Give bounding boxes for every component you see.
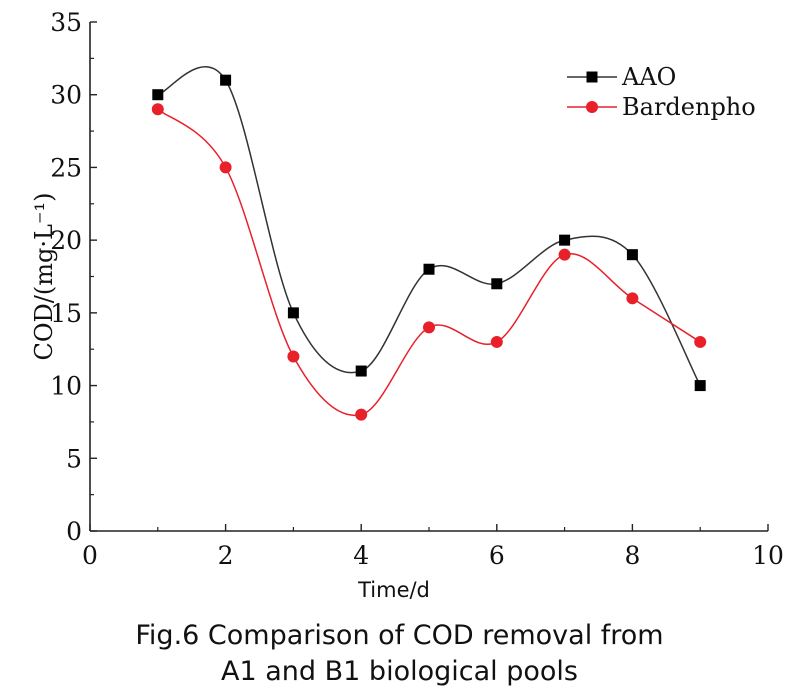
y-tick-label: 30	[50, 81, 82, 110]
data-point-bardenpho	[626, 292, 639, 305]
figure-caption-line-2: A1 and B1 biological pools	[221, 656, 578, 687]
data-point-aao	[355, 365, 367, 377]
plot-lines	[157, 65, 701, 417]
x-tick-label: 0	[82, 541, 98, 570]
data-point-bardenpho	[355, 408, 368, 421]
series-line-aao	[157, 65, 701, 386]
y-tick-label: 0	[66, 517, 82, 546]
x-tick-label: 10	[752, 541, 784, 570]
y-tick-label: 35	[50, 8, 82, 37]
x-axis-label: Time/d	[357, 578, 430, 602]
x-tick-label: 2	[218, 541, 234, 570]
data-point-aao	[559, 234, 571, 246]
legend-label-aao: AAO	[621, 63, 676, 91]
data-point-bardenpho	[558, 248, 571, 261]
data-point-bardenpho	[287, 350, 300, 363]
data-point-aao	[626, 249, 638, 261]
data-point-aao	[152, 89, 164, 101]
axes: 0 5 10 15 20 25 30 35 0 2 4 6 8 10	[50, 8, 784, 570]
data-point-bardenpho	[423, 321, 435, 334]
y-tick-label: 15	[50, 299, 82, 328]
figure-caption: Fig.6 Comparison of COD removal from A1 …	[0, 618, 799, 690]
y-tick-label: 5	[66, 444, 82, 473]
markers	[151, 74, 707, 421]
x-tick-label: 6	[489, 541, 505, 570]
data-point-aao	[423, 263, 435, 275]
x-tick-label: 8	[624, 541, 640, 570]
data-point-aao	[220, 74, 232, 86]
data-point-aao	[694, 380, 706, 392]
legend-marker-bardenpho	[586, 101, 598, 113]
legend-marker-aao	[586, 71, 598, 83]
y-tick-label: 10	[50, 372, 82, 401]
data-point-aao	[491, 278, 503, 290]
data-point-aao	[287, 307, 299, 319]
data-point-bardenpho	[490, 335, 503, 348]
legend-label-bardenpho: Bardenpho	[622, 93, 756, 121]
y-tick-label: 25	[50, 153, 82, 182]
x-tick-label: 4	[353, 541, 369, 570]
data-point-bardenpho	[694, 335, 707, 348]
figure-caption-line-1: Fig.6 Comparison of COD removal from	[135, 620, 664, 651]
data-point-bardenpho	[219, 161, 232, 174]
y-axis-label: COD/(mg·L⁻¹)	[30, 192, 58, 360]
series-line-bardenpho	[157, 108, 701, 417]
data-point-bardenpho	[151, 103, 164, 116]
y-tick-label: 20	[50, 226, 82, 255]
